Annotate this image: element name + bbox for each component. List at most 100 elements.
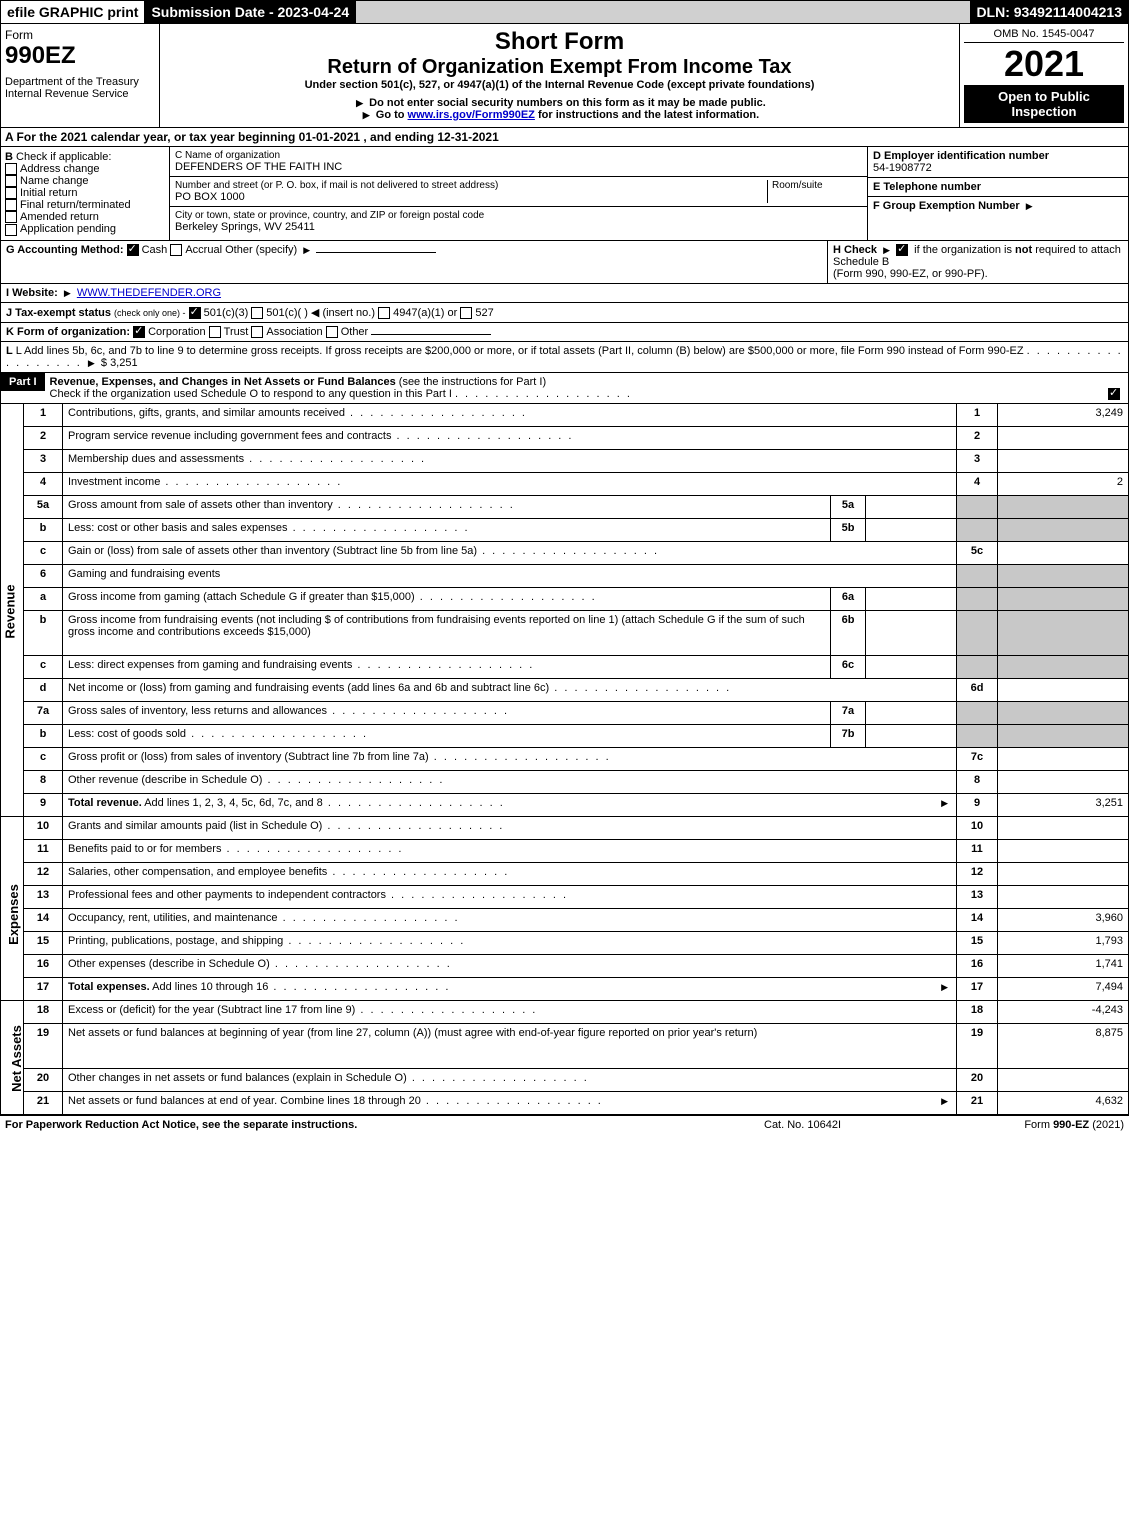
goto-prefix: Go to [376,109,405,121]
line-number: 20 [24,1069,63,1091]
checkbox-trust[interactable] [209,326,221,338]
opt-other: Other (specify) [225,244,297,256]
checkbox-address-change[interactable] [5,163,17,175]
line-description: Net assets or fund balances at beginning… [63,1024,957,1068]
line-code: 18 [957,1001,998,1023]
h-text1: H Check [833,244,877,256]
footer-left: For Paperwork Reduction Act Notice, see … [5,1119,764,1131]
checkbox-501c3[interactable] [189,307,201,319]
line-value [998,840,1128,862]
mini-line-code: 6b [831,611,866,655]
goto-link[interactable]: www.irs.gov/Form990EZ [408,109,535,121]
ein-value: 54-1908772 [873,162,932,174]
line-number: 14 [24,909,63,931]
mini-line-code: 7b [831,725,866,747]
line-value: 8,875 [998,1024,1128,1068]
line-code: 11 [957,840,998,862]
table-row: 20Other changes in net assets or fund ba… [24,1069,1128,1092]
table-row: 13Professional fees and other payments t… [24,886,1128,909]
table-row: dNet income or (loss) from gaming and fu… [24,679,1128,702]
line-value: 1,741 [998,955,1128,977]
part1-label: Part I [1,373,45,391]
mini-line-code: 6c [831,656,866,678]
checkbox-assoc[interactable] [251,326,263,338]
checkbox-initial-return[interactable] [5,187,17,199]
line-code: 7c [957,748,998,770]
arrow-icon [353,97,366,109]
line-value: 3,960 [998,909,1128,931]
table-row: bLess: cost of goods sold7b [24,725,1128,748]
checkbox-corp[interactable] [133,326,145,338]
efile-label: efile GRAPHIC print [1,1,145,23]
line-number: c [24,542,63,564]
table-row: cGross profit or (loss) from sales of in… [24,748,1128,771]
j-label: J Tax-exempt status [6,307,111,319]
checkbox-application-pending[interactable] [5,224,17,236]
line-number: b [24,519,63,541]
org-name-row: C Name of organization DEFENDERS OF THE … [170,147,867,177]
checkbox-501c[interactable] [251,307,263,319]
row-i: I Website: WWW.THEDEFENDER.ORG [0,284,1129,303]
checkbox-accrual[interactable] [170,244,182,256]
warning-text: Do not enter social security numbers on … [369,97,766,109]
checkbox-final-return[interactable] [5,199,17,211]
line-value: 3,249 [998,404,1128,426]
line-code [957,588,998,610]
table-row: 16Other expenses (describe in Schedule O… [24,955,1128,978]
checkbox-name-change[interactable] [5,175,17,187]
line-code: 13 [957,886,998,908]
line-value [998,1069,1128,1091]
website-link[interactable]: WWW.THEDEFENDER.ORG [77,287,221,299]
goto: Go to www.irs.gov/Form990EZ for instruct… [164,109,955,121]
mini-line-code: 7a [831,702,866,724]
checkbox-4947[interactable] [378,307,390,319]
line-value [998,588,1128,610]
line-description: Professional fees and other payments to … [63,886,957,908]
opt-final-return: Final return/terminated [20,199,131,211]
line-number: b [24,725,63,747]
line-code: 5c [957,542,998,564]
city-value: Berkeley Springs, WV 25411 [175,221,862,233]
line-code: 1 [957,404,998,426]
line-code [957,565,998,587]
line-code [957,656,998,678]
line-value [998,679,1128,701]
goto-suffix: for instructions and the latest informat… [538,109,759,121]
line-code [957,702,998,724]
opt-application-pending: Application pending [20,223,116,235]
checkbox-amended-return[interactable] [5,211,17,223]
mini-line-code: 6a [831,588,866,610]
form-header: Form 990EZ Department of the Treasury In… [0,24,1129,128]
g-label: G Accounting Method: [6,244,124,256]
title-column: Short Form Return of Organization Exempt… [160,24,959,127]
checkbox-527[interactable] [460,307,472,319]
mini-line-value [866,702,957,724]
line-code: 2 [957,427,998,449]
line-value: 3,251 [998,794,1128,816]
k-o3: Association [266,326,322,338]
table-row: 1Contributions, gifts, grants, and simil… [24,404,1128,427]
subtitle: Under section 501(c), 527, or 4947(a)(1)… [164,79,955,91]
line-value [998,542,1128,564]
line-code: 10 [957,817,998,839]
warning: Do not enter social security numbers on … [164,97,955,109]
checkbox-cash[interactable] [127,244,139,256]
dln: DLN: 93492114004213 [970,1,1128,23]
line-value: 4,632 [998,1092,1128,1114]
section-def: D Employer identification number 54-1908… [867,147,1128,240]
table-row: 10Grants and similar amounts paid (list … [24,817,1128,840]
row-g: G Accounting Method: Cash Accrual Other … [1,241,827,283]
l-value: $ 3,251 [101,357,138,369]
street-row: Number and street (or P. O. box, if mail… [170,177,867,207]
j-o4: 527 [475,307,493,319]
line-code [957,519,998,541]
b-check-label: Check if applicable: [16,151,111,163]
checkbox-h[interactable] [896,244,908,256]
mini-line-code: 5b [831,519,866,541]
line-value [998,611,1128,655]
mini-line-code: 5a [831,496,866,518]
phone-row: E Telephone number [868,178,1128,197]
part1-check-text: Check if the organization used Schedule … [50,388,452,400]
checkbox-other-form[interactable] [326,326,338,338]
checkbox-part1-scho[interactable] [1108,388,1120,400]
